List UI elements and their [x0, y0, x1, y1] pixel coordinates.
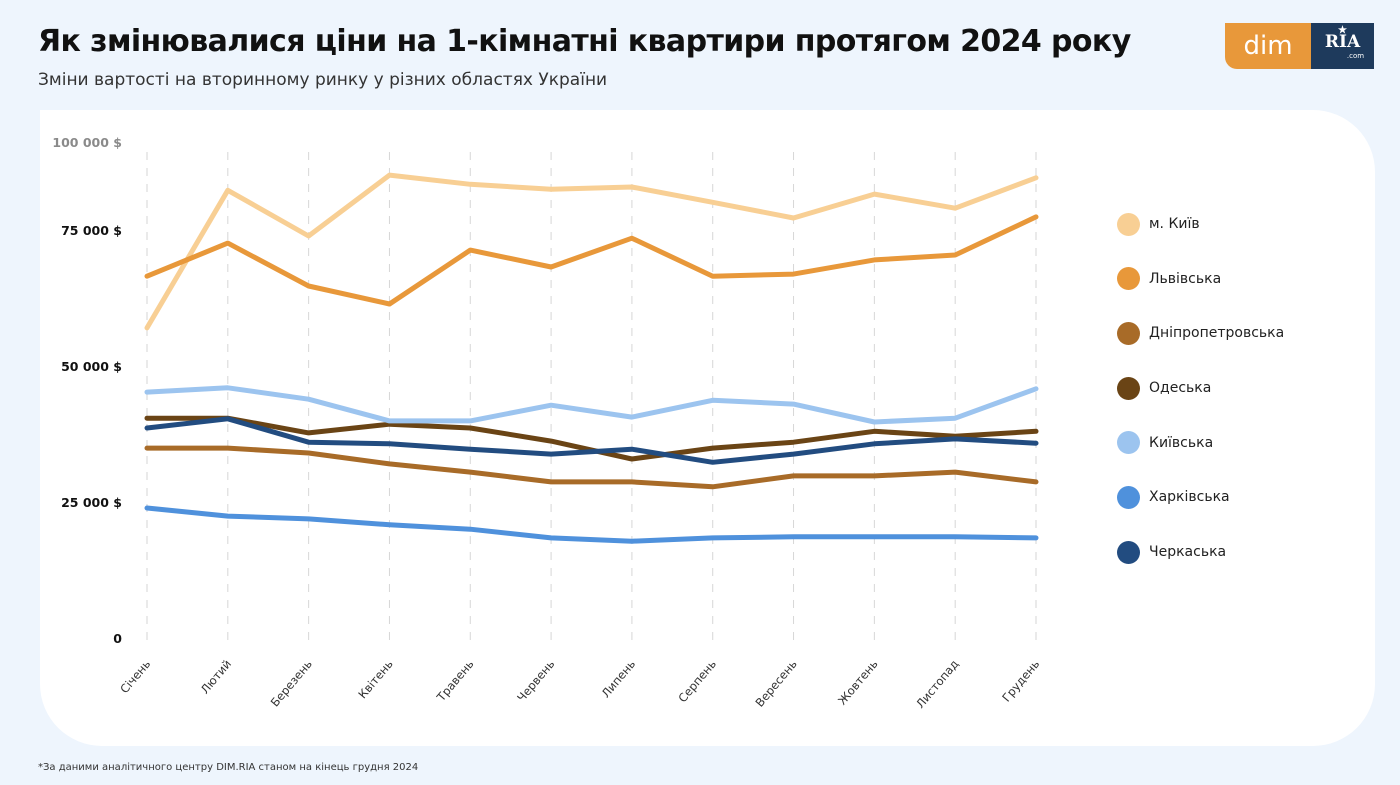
- page-title: Як змінювалися ціни на 1-кімнатні кварти…: [38, 24, 1131, 59]
- series-line: [144, 214, 1039, 307]
- legend-label: Дніпропетровська: [1149, 325, 1285, 342]
- y-tick-label: 50 000 $: [61, 359, 122, 374]
- legend-item: Київська: [1117, 431, 1284, 455]
- dim-ria-logo: dim ★ RIA .com: [1225, 23, 1374, 69]
- y-axis-ticks: 0 25 000 $ 50 000 $ 75 000 $ 100 000 $: [52, 135, 122, 646]
- x-tick-label: Листопад: [913, 657, 961, 711]
- legend-swatch-icon: [1117, 212, 1140, 236]
- x-tick-label: Вересень: [752, 657, 800, 710]
- logo-ria-suffix: .com: [1346, 52, 1365, 60]
- chart-legend: м. Київ Львівська Дніпропетровська Одеська К…: [1117, 212, 1284, 595]
- legend-swatch-icon: [1117, 540, 1140, 564]
- x-tick-label: Червень: [514, 657, 557, 705]
- x-tick-label: Січень: [117, 657, 153, 696]
- legend-swatch-icon: [1117, 376, 1140, 400]
- x-tick-label: Квітень: [355, 657, 396, 702]
- legend-label: Харківська: [1149, 489, 1230, 506]
- series-line: [144, 172, 1039, 331]
- y-tick-label: 100 000 $: [52, 135, 122, 150]
- legend-label: Львівська: [1149, 270, 1222, 287]
- star-icon: ★: [1338, 25, 1347, 36]
- x-tick-label: Грудень: [999, 657, 1042, 705]
- series-line: [144, 385, 1039, 425]
- series-line: [144, 416, 1039, 465]
- logo-ria-text: RIA: [1324, 32, 1361, 52]
- x-axis-ticks: Січень Лютий Березень Квітень Травень Червень…: [117, 657, 1042, 711]
- legend-item: м. Київ: [1117, 212, 1284, 236]
- legend-item: Дніпропетровська: [1117, 321, 1284, 345]
- legend-swatch-icon: [1117, 267, 1140, 291]
- y-tick-label: 0: [113, 631, 122, 646]
- series-line: [144, 505, 1039, 544]
- legend-swatch-icon: [1117, 485, 1140, 509]
- x-tick-label: Жовтень: [835, 657, 881, 708]
- page-subtitle: Зміни вартості на вторинному ринку у різ…: [38, 70, 608, 90]
- legend-item: Харківська: [1117, 485, 1284, 509]
- footnote: *За даними аналітичного центру DIM.RIA с…: [38, 762, 419, 773]
- legend-label: Київська: [1149, 434, 1214, 451]
- logo-dim-part: dim: [1225, 23, 1311, 69]
- x-tick-label: Травень: [433, 657, 476, 705]
- x-tick-label: Серпень: [675, 657, 719, 705]
- series-line: [144, 445, 1039, 490]
- y-tick-label: 75 000 $: [61, 223, 122, 238]
- x-tick-label: Липень: [599, 657, 639, 701]
- x-tick-label: Березень: [268, 657, 315, 710]
- legend-item: Черкаська: [1117, 540, 1284, 564]
- x-tick-label: Лютий: [198, 657, 234, 697]
- logo-ria-part: ★ RIA .com: [1311, 23, 1374, 69]
- series-lines: [144, 172, 1039, 544]
- legend-item: Одеська: [1117, 376, 1284, 400]
- legend-label: м. Київ: [1149, 216, 1200, 232]
- grid-lines: [146, 152, 1037, 648]
- legend-swatch-icon: [1117, 431, 1140, 455]
- legend-label: Одеська: [1149, 380, 1212, 397]
- legend-swatch-icon: [1117, 321, 1140, 345]
- legend-label: Черкаська: [1149, 544, 1227, 561]
- legend-item: Львівська: [1117, 267, 1284, 291]
- y-tick-label: 25 000 $: [61, 495, 122, 510]
